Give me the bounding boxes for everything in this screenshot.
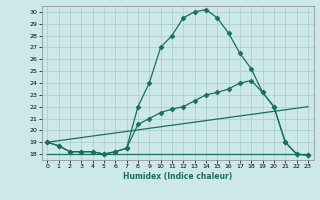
X-axis label: Humidex (Indice chaleur): Humidex (Indice chaleur) bbox=[123, 172, 232, 181]
